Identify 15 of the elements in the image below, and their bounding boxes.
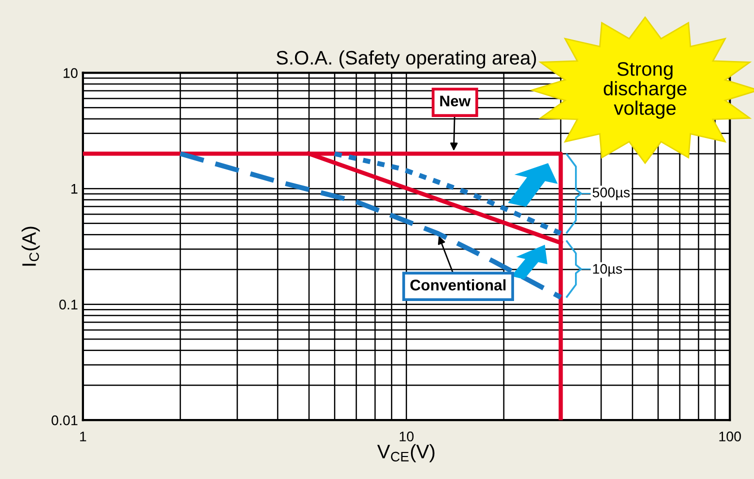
annotation: Conventional	[410, 279, 506, 290]
y-tick-label: 0.01	[52, 415, 78, 426]
x-tick-label: 100	[719, 432, 741, 442]
y-tick-label: 10	[64, 68, 78, 78]
annotation: New	[440, 96, 471, 106]
y-axis-title: I$_{C}$(A)	[22, 226, 40, 266]
annotation: 10µs	[593, 264, 622, 277]
x-tick-label: 1	[80, 432, 86, 442]
annotation: Strong discharge voltage	[604, 62, 686, 119]
y-tick-label: 0.1	[59, 300, 78, 310]
y-tick-label: 1	[71, 184, 78, 194]
chart-title: S.O.A. (Safety operating area)	[276, 50, 536, 69]
x-axis-title: V$_{CE}$(V)	[377, 444, 434, 462]
x-tick-label: 10	[400, 432, 414, 442]
annotation: 500µs	[592, 188, 630, 200]
